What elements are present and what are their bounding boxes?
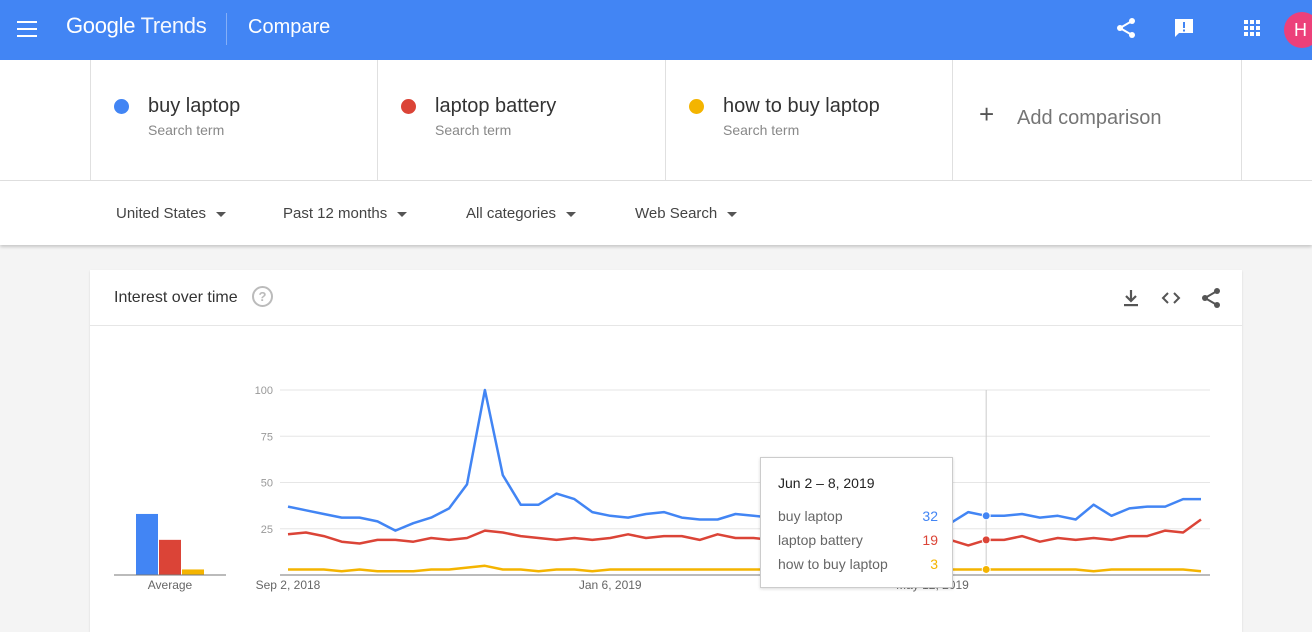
search-type-dropdown[interactable]: Web Search: [635, 205, 738, 222]
category-value: All categories: [466, 205, 557, 222]
average-bar: [182, 569, 204, 575]
account-avatar[interactable]: H: [1284, 12, 1312, 48]
filters-bar: United States Past 12 months All categor…: [0, 181, 1312, 245]
top-app-bar: Google Trends Compare H: [0, 0, 1312, 60]
google-trends-logo[interactable]: Google Trends: [66, 13, 207, 39]
tooltip-date: Jun 2 – 8, 2019: [778, 475, 875, 491]
tooltip-term: laptop battery: [778, 532, 863, 548]
share-icon[interactable]: [1114, 16, 1138, 40]
y-tick-label: 100: [255, 385, 273, 397]
add-comparison-button[interactable]: + Add comparison: [952, 60, 1242, 181]
tooltip-term: how to buy laptop: [778, 556, 888, 572]
dropdown-arrow-icon: [727, 211, 738, 217]
term-card-how-to-buy-laptop[interactable]: how to buy laptop Search term: [665, 60, 953, 181]
time-range-value: Past 12 months: [283, 205, 388, 222]
apps-grid-icon[interactable]: [1240, 16, 1264, 40]
tooltip-value: 19: [922, 532, 938, 548]
tooltip-row: buy laptop 32: [778, 508, 938, 524]
page-title: Compare: [248, 16, 331, 38]
interest-over-time-card: Interest over time ?: [90, 270, 1242, 632]
term-color-dot: [114, 99, 129, 114]
series-line-how-to-buy-laptop: [288, 564, 1202, 573]
term-name: laptop battery: [435, 95, 557, 117]
y-tick-label: 50: [261, 478, 273, 490]
term-color-dot: [401, 99, 416, 114]
tooltip-value: 3: [930, 556, 938, 572]
term-name: how to buy laptop: [723, 95, 880, 117]
tooltip-row: laptop battery 19: [778, 532, 938, 548]
term-card-laptop-battery[interactable]: laptop battery Search term: [377, 60, 665, 181]
dropdown-arrow-icon: [566, 211, 577, 217]
chart-tooltip: Jun 2 – 8, 2019 buy laptop 32 laptop bat…: [760, 457, 953, 588]
feedback-icon[interactable]: [1172, 16, 1196, 40]
term-type: Search term: [723, 122, 800, 138]
average-bar: [136, 513, 158, 575]
term-name: buy laptop: [148, 95, 241, 117]
average-label: Average: [148, 578, 193, 592]
dropdown-arrow-icon: [216, 211, 227, 217]
time-range-dropdown[interactable]: Past 12 months: [283, 205, 408, 222]
term-type: Search term: [148, 122, 225, 138]
menu-icon[interactable]: [17, 21, 37, 37]
card-title: Interest over time: [114, 289, 238, 306]
embed-code-icon[interactable]: [1159, 286, 1183, 310]
category-dropdown[interactable]: All categories: [466, 205, 577, 222]
average-bar: [159, 539, 181, 575]
series-line-laptop-battery: [287, 518, 1202, 547]
logo-trends-text: Trends: [140, 13, 207, 38]
x-tick-label: Jan 6, 2019: [579, 578, 642, 592]
help-icon[interactable]: ?: [252, 286, 273, 307]
add-comparison-label: Add comparison: [1017, 107, 1162, 129]
term-type: Search term: [435, 122, 512, 138]
comparison-terms-bar: buy laptop Search term laptop battery Se…: [0, 60, 1312, 181]
x-tick-label: Sep 2, 2018: [256, 578, 321, 592]
y-tick-label: 25: [261, 524, 273, 536]
dropdown-arrow-icon: [397, 211, 408, 217]
search-type-value: Web Search: [635, 205, 718, 222]
hover-point: [981, 511, 991, 521]
term-color-dot: [689, 99, 704, 114]
tooltip-row: how to buy laptop 3: [778, 556, 938, 572]
card-header: Interest over time ?: [90, 270, 1242, 326]
download-icon[interactable]: [1119, 286, 1143, 310]
plus-icon: +: [979, 99, 995, 129]
series-line-buy-laptop: [287, 388, 1201, 532]
term-card-buy-laptop[interactable]: buy laptop Search term: [90, 60, 378, 181]
y-tick-label: 75: [261, 431, 273, 443]
tooltip-value: 32: [922, 508, 938, 524]
tooltip-term: buy laptop: [778, 508, 843, 524]
hover-point: [981, 535, 991, 545]
share-chart-icon[interactable]: [1199, 286, 1223, 310]
hover-point: [981, 564, 991, 574]
logo-google-text: Google: [66, 13, 136, 38]
region-dropdown[interactable]: United States: [116, 205, 227, 222]
region-value: United States: [116, 205, 207, 222]
header-divider: [226, 13, 227, 45]
